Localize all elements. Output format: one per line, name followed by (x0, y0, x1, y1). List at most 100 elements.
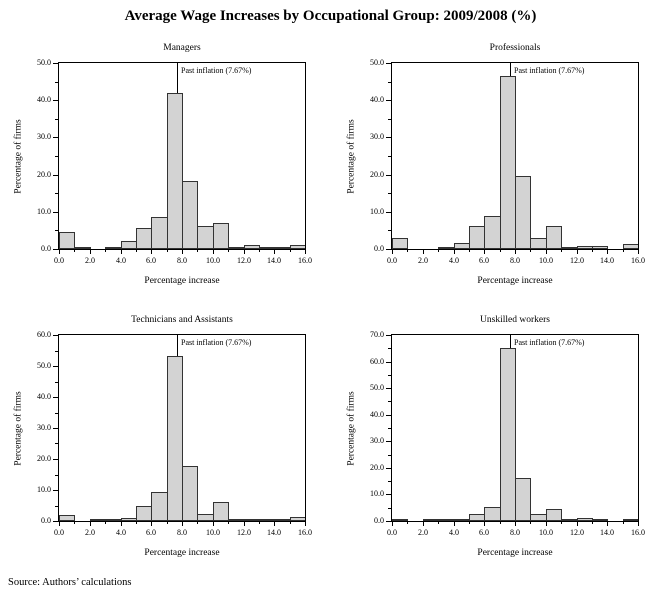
panel-title: Unskilled workers (480, 315, 550, 325)
axis-tick (546, 250, 547, 254)
axis-tick (55, 230, 58, 231)
axis-tick (500, 522, 501, 524)
histogram-bar (561, 519, 578, 521)
histogram-bar (500, 348, 516, 521)
histogram-bar (290, 517, 305, 521)
axis-tick (274, 250, 275, 254)
figure-title: Average Wage Increases by Occupational G… (124, 8, 537, 24)
axis-tick (53, 63, 58, 64)
axis-tick (105, 522, 106, 524)
x-axis-tick-label: 4.0 (449, 256, 459, 265)
axis-tick (386, 441, 391, 442)
y-axis-tick-label: 30.0 (37, 132, 51, 141)
histogram-bar (500, 76, 516, 249)
x-axis-tick-label: 8.0 (177, 528, 187, 537)
x-axis-tick-label: 4.0 (116, 256, 126, 265)
panel-title: Managers (163, 43, 201, 53)
plot-area: Past inflation (7.67%) (391, 62, 639, 250)
axis-tick (388, 82, 391, 83)
axis-tick (136, 250, 137, 252)
axis-tick (407, 250, 408, 252)
axis-tick (74, 250, 75, 252)
axis-tick (407, 522, 408, 524)
y-axis-tick-label: 10.0 (370, 489, 384, 498)
axis-tick (386, 249, 391, 250)
axis-tick (392, 250, 393, 254)
axis-tick (55, 82, 58, 83)
histogram-bar (592, 519, 608, 521)
histogram-bar (244, 245, 260, 249)
histogram-bar (274, 519, 291, 521)
axis-tick (438, 522, 439, 524)
histogram-bar (423, 519, 439, 521)
y-axis-tick-label: 0.0 (374, 516, 384, 525)
axis-tick (607, 522, 608, 526)
axis-tick (423, 250, 424, 254)
axis-tick (53, 366, 58, 367)
axis-tick (55, 193, 58, 194)
axis-tick (388, 348, 391, 349)
axis-tick (454, 250, 455, 254)
axis-tick (167, 522, 168, 524)
axis-tick (53, 100, 58, 101)
axis-tick (577, 250, 578, 254)
axis-tick (213, 250, 214, 254)
axis-tick (74, 522, 75, 524)
axis-tick (530, 250, 531, 252)
axis-tick (53, 212, 58, 213)
histogram-bar (438, 519, 455, 521)
axis-tick (500, 250, 501, 252)
x-axis-tick-label: 6.0 (146, 528, 156, 537)
axis-tick (55, 119, 58, 120)
axis-tick (259, 250, 260, 252)
axis-tick (469, 522, 470, 524)
histogram-bar (228, 519, 245, 521)
y-axis-tick-label: 20.0 (370, 170, 384, 179)
axis-tick (388, 455, 391, 456)
x-axis-label: Percentage increase (144, 276, 220, 286)
x-axis-tick-label: 14.0 (600, 528, 614, 537)
axis-tick (59, 250, 60, 254)
histogram-bar (182, 181, 198, 249)
histogram-bar (546, 509, 562, 521)
axis-tick (386, 100, 391, 101)
y-axis-tick-label: 30.0 (37, 423, 51, 432)
plot-area: Past inflation (7.67%) (391, 334, 639, 522)
histogram-bar (454, 243, 470, 249)
axis-tick (305, 522, 306, 526)
histogram-bar (59, 515, 75, 521)
axis-tick (90, 250, 91, 254)
inflation-annotation: Past inflation (7.67%) (514, 338, 585, 347)
axis-tick (386, 63, 391, 64)
y-axis-tick-label: 20.0 (37, 454, 51, 463)
histogram-bar (392, 238, 408, 249)
x-axis-tick-label: 10.0 (206, 528, 220, 537)
x-axis-tick-label: 8.0 (177, 256, 187, 265)
histogram-bar (515, 176, 531, 249)
y-axis-label: Percentage of firms (346, 119, 357, 194)
x-axis-tick-label: 8.0 (510, 528, 520, 537)
axis-tick (228, 522, 229, 524)
y-axis-tick-label: 10.0 (37, 207, 51, 216)
histogram-bar (484, 216, 501, 249)
inflation-annotation: Past inflation (7.67%) (181, 66, 252, 75)
axis-tick (386, 521, 391, 522)
axis-tick (515, 250, 516, 254)
axis-tick (469, 250, 470, 252)
axis-tick (228, 250, 229, 252)
x-axis-tick-label: 12.0 (237, 528, 251, 537)
panel-unskilled-workers: Unskilled workers Percentage of firms Pa… (333, 307, 661, 579)
histogram-bar (469, 514, 485, 521)
x-axis-tick-label: 10.0 (539, 528, 553, 537)
x-axis-tick-label: 0.0 (387, 528, 397, 537)
axis-tick (561, 250, 562, 252)
axis-tick (386, 415, 391, 416)
axis-tick (55, 506, 58, 507)
x-axis-tick-label: 6.0 (146, 256, 156, 265)
histogram-bar (167, 356, 183, 521)
y-axis-tick-label: 40.0 (370, 95, 384, 104)
axis-tick (388, 119, 391, 120)
histogram-bar (213, 223, 229, 249)
x-axis-tick-label: 16.0 (631, 256, 645, 265)
